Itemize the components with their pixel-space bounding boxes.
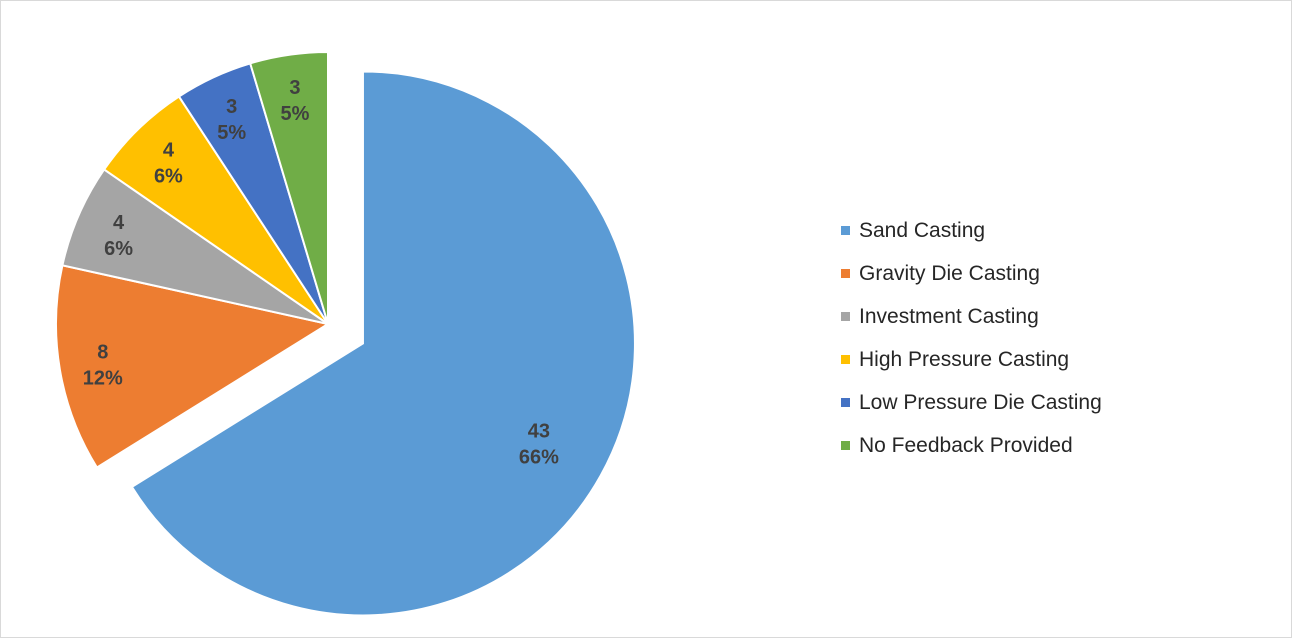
legend: Sand Casting Gravity Die Casting Investm… <box>841 209 1102 467</box>
data-label: 4 6% <box>154 139 183 187</box>
legend-label: Low Pressure Die Casting <box>859 390 1102 414</box>
legend-label: Investment Casting <box>859 304 1039 328</box>
data-label-percent: 6% <box>154 165 183 187</box>
data-label: 8 12% <box>83 341 123 389</box>
data-label-value: 4 <box>113 212 125 234</box>
data-label-value: 3 <box>226 96 237 118</box>
legend-item-no-feedback-provided: No Feedback Provided <box>841 424 1102 467</box>
legend-swatch <box>841 226 850 235</box>
data-label: 3 5% <box>281 77 310 125</box>
legend-swatch <box>841 441 850 450</box>
legend-item-gravity-die-casting: Gravity Die Casting <box>841 252 1102 295</box>
data-label-percent: 5% <box>281 103 310 125</box>
pie-slice-no-feedback-provided <box>248 50 329 325</box>
legend-swatch <box>841 312 850 321</box>
legend-swatch <box>841 355 850 364</box>
pie-slice-sand-casting <box>130 70 636 617</box>
data-label: 43 66% <box>519 420 559 468</box>
legend-label: High Pressure Casting <box>859 347 1070 371</box>
data-label-percent: 6% <box>104 238 133 260</box>
legend-swatch <box>841 269 850 278</box>
legend-item-high-pressure-casting: High Pressure Casting <box>841 338 1102 381</box>
data-label: 4 6% <box>104 212 133 260</box>
legend-swatch <box>841 398 850 407</box>
data-label-percent: 12% <box>83 367 123 389</box>
pie-slice-gravity-die-casting <box>55 264 331 469</box>
legend-label: Sand Casting <box>859 218 986 242</box>
data-label-value: 43 <box>528 420 550 442</box>
data-label-value: 4 <box>163 139 175 161</box>
data-label-value: 8 <box>97 341 108 363</box>
legend-label: No Feedback Provided <box>859 433 1073 457</box>
data-label: 3 5% <box>217 96 246 144</box>
data-label-percent: 5% <box>217 122 246 144</box>
legend-item-sand-casting: Sand Casting <box>841 209 1102 252</box>
data-label-value: 3 <box>289 77 300 99</box>
legend-item-low-pressure-die-casting: Low Pressure Die Casting <box>841 381 1102 424</box>
legend-label: Gravity Die Casting <box>859 261 1040 285</box>
data-label-percent: 66% <box>519 446 559 468</box>
legend-item-investment-casting: Investment Casting <box>841 295 1102 338</box>
